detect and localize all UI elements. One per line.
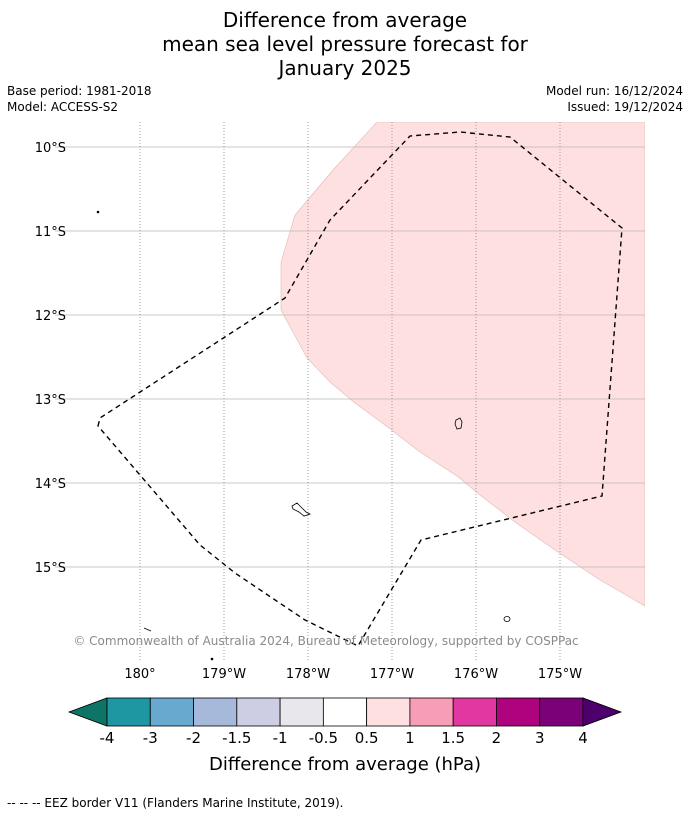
issued-date: Issued: 19/12/2024 — [567, 100, 683, 114]
lat-label: 10°S — [35, 141, 66, 156]
title-line-2: mean sea level pressure forecast for — [162, 32, 528, 56]
island-dot — [96, 210, 100, 214]
lon-label: 177°W — [370, 667, 414, 682]
colorbar-segment — [279, 697, 324, 727]
lat-label: 13°S — [35, 393, 66, 408]
colorbar-title: Difference from average (hPa) — [209, 754, 481, 775]
lat-label: 15°S — [35, 561, 66, 576]
island-outline — [291, 502, 312, 517]
island-outline — [503, 616, 511, 622]
colorbar-tick-label: -1.5 — [222, 729, 251, 747]
latitude-gridlines — [55, 146, 645, 568]
colorbar-tick-label: 3 — [535, 729, 545, 747]
eez-border — [97, 131, 623, 647]
colorbar-segment — [236, 697, 281, 727]
colorbar-tick-label: 1.5 — [441, 729, 465, 747]
colorbar-segment — [149, 697, 194, 727]
colorbar-segment — [366, 697, 411, 727]
colorbar-segment — [496, 697, 541, 727]
islands — [96, 210, 511, 661]
colorbar-extend-max — [582, 697, 623, 727]
base-period: Base period: 1981-2018 — [7, 84, 152, 98]
title-line-3: January 2025 — [278, 56, 412, 80]
eez-legend-note: -- -- -- EEZ border V11 (Flanders Marine… — [7, 796, 344, 810]
lat-label: 14°S — [35, 477, 66, 492]
lat-label: 12°S — [35, 309, 66, 324]
colorbar-tick-label: 2 — [492, 729, 502, 747]
colorbar-tick-label: -4 — [100, 729, 115, 747]
anomaly-shading-positive — [280, 122, 645, 607]
island-outline — [454, 417, 463, 430]
colorbar-segment — [452, 697, 497, 727]
colorbar-segment — [322, 697, 368, 727]
colorbar-tick-label: -3 — [143, 729, 158, 747]
copyright-notice: © Commonwealth of Australia 2024, Bureau… — [73, 634, 578, 648]
colorbar — [67, 697, 623, 727]
meta-left: Base period: 1981-2018 Model: ACCESS-S2 — [7, 83, 152, 115]
colorbar-segment — [193, 697, 238, 727]
colorbar-tick-label: -2 — [186, 729, 201, 747]
colorbar-tick-label: 1 — [405, 729, 415, 747]
model-run: Model run: 16/12/2024 — [545, 84, 683, 98]
meta-right: Model run: 16/12/2024 Issued: 19/12/2024 — [546, 83, 683, 115]
title-line-1: Difference from average — [222, 8, 468, 32]
colorbar-extend-min — [67, 697, 108, 727]
colorbar-segment — [539, 697, 584, 727]
island-dot — [210, 657, 214, 661]
model-name: Model: ACCESS-S2 — [7, 100, 119, 114]
lon-label: 180° — [124, 667, 155, 682]
island-outline — [143, 627, 152, 632]
colorbar-segment — [106, 697, 151, 727]
colorbar-tick-label: -0.5 — [309, 729, 338, 747]
colorbar-segment — [409, 697, 454, 727]
lat-label: 11°S — [35, 225, 66, 240]
colorbar-tick-label: 4 — [578, 729, 588, 747]
lon-label: 175°W — [538, 667, 582, 682]
chart-title: Difference from average mean sea level p… — [0, 8, 690, 80]
colorbar-tick-labels: -4 -3 -2 -1.5 -1 -0.5 0.5 1 1.5 2 3 4 — [100, 729, 588, 747]
colorbar-tick-label: -1 — [273, 729, 288, 747]
lon-label: 176°W — [454, 667, 498, 682]
colorbar-tick-label: 0.5 — [355, 729, 379, 747]
lon-label: 178°W — [286, 667, 330, 682]
lon-label: 179°W — [202, 667, 246, 682]
